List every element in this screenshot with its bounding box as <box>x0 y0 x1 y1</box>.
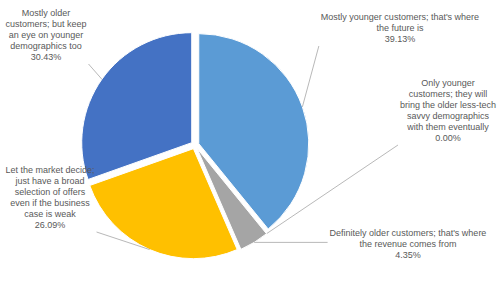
value-label: 0.00% <box>435 133 461 143</box>
category-label: selection of offers <box>15 187 86 197</box>
leader-line <box>97 232 150 250</box>
pie-slice <box>82 33 192 180</box>
value-label: 26.09% <box>35 220 66 230</box>
category-label: Definitely older customers; that's where <box>330 228 487 238</box>
category-label: even if the business <box>10 198 90 208</box>
value-label: 30.43% <box>31 52 62 62</box>
category-label: demographics too <box>10 41 82 51</box>
category-label: the future is <box>376 23 424 33</box>
leader-line <box>267 145 398 233</box>
leader-line <box>254 242 327 243</box>
category-label: with them eventually <box>406 122 489 132</box>
category-label: customers; they will <box>409 89 488 99</box>
category-label: Only younger <box>421 78 475 88</box>
category-label: just have a broad <box>14 176 84 186</box>
value-label: 39.13% <box>385 34 416 44</box>
category-label: Let the market decide; <box>5 165 94 175</box>
category-label: Mostly older <box>22 8 71 18</box>
category-label: an eye on younger <box>9 30 84 40</box>
category-label: bring the older less-tech <box>400 100 496 110</box>
leader-line <box>89 64 102 79</box>
data-labels: Mostly younger customers; that's whereth… <box>5 8 496 260</box>
chart: Mostly younger customers; that's whereth… <box>0 0 500 281</box>
value-label: 4.35% <box>395 250 421 260</box>
leader-line <box>302 46 318 107</box>
category-label: the revenue comes from <box>359 239 456 249</box>
category-label: case is weak <box>24 209 76 219</box>
leader-lines <box>89 46 398 250</box>
category-label: Mostly younger customers; that's where <box>321 12 479 22</box>
category-label: savvy demographics <box>407 111 490 121</box>
category-label: customers; but keep <box>5 19 86 29</box>
slices <box>82 33 309 259</box>
